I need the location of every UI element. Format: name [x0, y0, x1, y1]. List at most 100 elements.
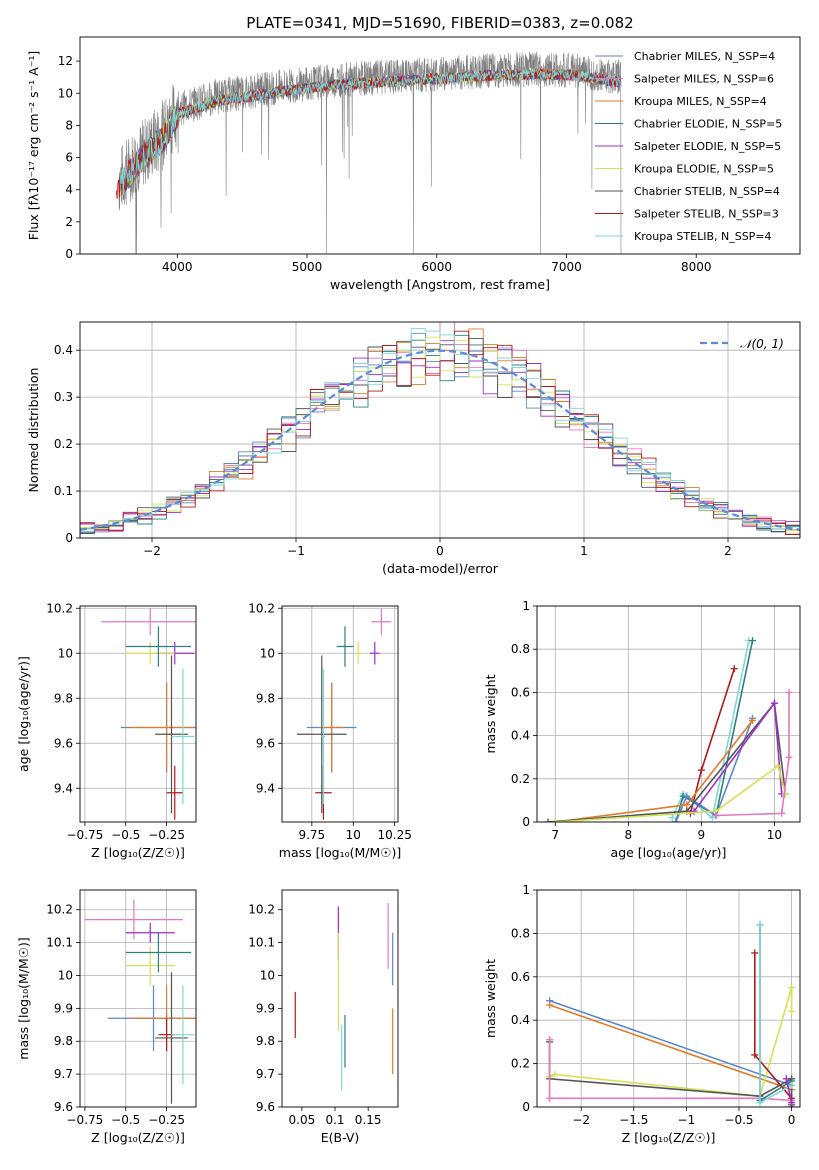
residual-histogram	[80, 328, 800, 536]
x-tick-label: −0.5	[111, 828, 140, 842]
y-tick-label: 0.2	[511, 1057, 530, 1071]
legend-label: Kroupa STELIB, N_SSP=4	[634, 230, 772, 243]
x-tick-label: 7000	[551, 260, 582, 274]
error-point	[354, 642, 362, 665]
x-tick-label: 10.25	[378, 828, 412, 842]
panel-z-weight: −2 −1.5 −1 −0.5 0 0 0.2 0.4 0.6 0.8 1 Z [log₁₀(Z/Z☉…	[483, 883, 801, 1145]
x-tick-label: 5000	[292, 260, 323, 274]
y-tick-label: 0.6	[511, 685, 530, 699]
y-tick-label: 10	[58, 968, 73, 982]
plot-area	[537, 890, 800, 1107]
error-point	[125, 642, 175, 665]
y-tick-label: 0	[522, 815, 530, 829]
axes-frame	[281, 889, 399, 1108]
y-tick-label: 9.6	[256, 1100, 275, 1114]
weight-line	[759, 924, 793, 1102]
x-tick-label: −2	[143, 544, 161, 558]
gaussian-curve	[80, 349, 800, 531]
y-tick-label: 12	[58, 54, 73, 68]
weight-line	[785, 1078, 793, 1103]
error-point	[369, 642, 380, 665]
y-tick-label: 9.4	[54, 781, 73, 795]
axes-frame	[79, 605, 197, 823]
y-tick-label: 9.6	[54, 736, 73, 750]
y-tick-label: 0.4	[511, 729, 530, 743]
x-axis-label: Z [log₁₀(Z/Z☉)]	[91, 1130, 185, 1145]
legend-label: Salpeter ELODIE, N_SSP=5	[634, 140, 781, 153]
panel-ebv-mass: 0.05 0.1 0.15 9.6 9.7 9.8 9.9 10 10.1 10.2 E(B-V)	[248, 889, 399, 1145]
x-tick-label: 10	[346, 828, 361, 842]
error-point	[130, 682, 196, 773]
error-point	[296, 655, 347, 813]
legend-label: Chabrier MILES, N_SSP=4	[634, 50, 775, 63]
x-tick-label: 8000	[681, 260, 712, 274]
legend-label: Salpeter STELIB, N_SSP=3	[634, 208, 779, 221]
panel-age-weight: 7 8 9 10 0 0.2 0.4 0.6 0.8 1 age [log₁₀(age/yr)] ma…	[483, 599, 801, 860]
x-tick-label: −0.5	[111, 1113, 140, 1127]
plot-area	[294, 903, 394, 1091]
x-tick-label: 10	[767, 828, 782, 842]
panel-z-age: −0.75 −0.5 −0.25 9.4 9.6 9.8 10 10.2 Z [log₁₀(Z/…	[16, 601, 197, 860]
x-tick-label: −0.25	[148, 1113, 185, 1127]
x-tick-label: 4000	[162, 260, 193, 274]
error-point	[166, 765, 183, 820]
x-tick-label: 7	[551, 828, 559, 842]
y-tick-label: 9.6	[256, 736, 275, 750]
figure-title: PLATE=0341, MJD=51690, FIBERID=0383, z=0…	[246, 14, 633, 32]
x-tick-label: 9.75	[298, 828, 325, 842]
y-tick-label: 0	[65, 247, 73, 261]
error-point	[321, 669, 326, 804]
weight-line	[549, 1004, 792, 1091]
axes-frame	[536, 889, 801, 1108]
y-axis-label: mass weight	[483, 959, 498, 1038]
y-axis-label: mass [log₁₀(M/M☉)]	[16, 937, 31, 1059]
y-tick-label: 9.9	[256, 1001, 275, 1015]
error-point	[125, 945, 175, 986]
weight-line	[715, 692, 790, 817]
panel-spectrum: 4000 5000 6000 7000 8000 0 2 4 6 8 10 12 wavelength …	[26, 36, 801, 292]
y-tick-label: 2	[65, 215, 73, 229]
panel-z-mass: −0.75 −0.5 −0.25 9.6 9.7 9.8 9.9 10 10.1 10.2 Z [l…	[16, 889, 197, 1145]
error-point	[125, 626, 192, 667]
x-axis-label: Z [log₁₀(Z/Z☉)]	[622, 1130, 716, 1145]
y-tick-label: 10.2	[46, 903, 73, 917]
legend-label: 𝒩(0, 1)	[740, 337, 784, 351]
x-tick-label: 0.15	[355, 1113, 382, 1127]
x-tick-label: −2	[572, 1113, 590, 1127]
y-tick-label: 10	[260, 646, 275, 660]
x-tick-label: 0	[788, 1113, 796, 1127]
y-tick-label: 9.4	[256, 781, 275, 795]
x-tick-label: −0.25	[148, 828, 185, 842]
y-tick-label: 0	[65, 531, 73, 545]
plot-area	[80, 890, 196, 1107]
weight-line	[555, 764, 787, 822]
x-tick-label: 2	[724, 544, 732, 558]
x-tick-label: 9	[698, 828, 706, 842]
y-tick-label: 10.1	[46, 936, 73, 950]
error-point	[125, 932, 192, 973]
plot-area	[80, 322, 800, 538]
weight-line	[548, 1039, 792, 1102]
legend-label: Kroupa ELODIE, N_SSP=5	[634, 163, 774, 176]
y-tick-label: 0.8	[511, 926, 530, 940]
y-tick-label: 9.6	[54, 1100, 73, 1114]
panel-residuals: −2 −1 0 1 2 0 0.1 0.2 0.3 0.4 (data-model)/error No…	[26, 321, 801, 576]
x-tick-label: −0.75	[67, 1113, 104, 1127]
axes-frame	[536, 605, 801, 823]
error-point	[371, 608, 392, 636]
x-axis-label: (data-model)/error	[382, 561, 499, 576]
panel-mass-age: 9.75 10 10.25 9.4 9.6 9.8 10 10.2 mass [log₁₀(M/…	[248, 601, 412, 860]
plot-area	[80, 606, 196, 822]
y-tick-label: 6	[65, 151, 73, 165]
plot-area	[115, 51, 622, 254]
error-point	[125, 922, 175, 943]
y-axis-label: mass weight	[483, 674, 498, 753]
x-axis-label: age [log₁₀(age/yr)]	[611, 845, 727, 860]
y-tick-label: 1	[522, 599, 530, 613]
x-tick-label: −1	[287, 544, 305, 558]
y-tick-label: 1	[522, 883, 530, 897]
y-tick-label: 0	[522, 1100, 530, 1114]
y-tick-label: 10.2	[248, 903, 275, 917]
axes-frame	[79, 321, 801, 539]
